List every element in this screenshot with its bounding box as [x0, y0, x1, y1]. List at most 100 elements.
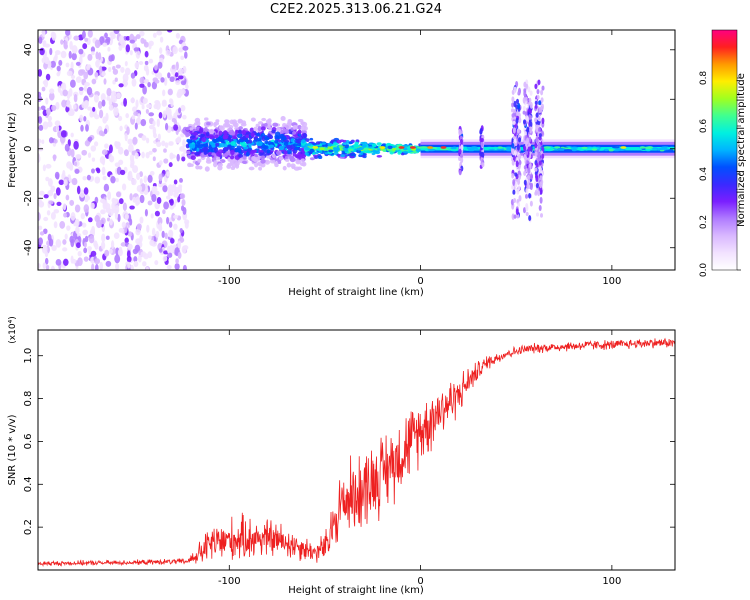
- spectral-cell: [208, 145, 213, 149]
- spectral-cell: [299, 162, 306, 167]
- spectral-cell: [185, 132, 190, 138]
- spectral-cell: [363, 147, 369, 151]
- spectral-cell: [74, 161, 78, 167]
- spectral-cell: [170, 238, 175, 244]
- spectral-cell: [300, 125, 306, 131]
- spectral-cell: [116, 141, 121, 148]
- spectral-cell: [62, 89, 68, 97]
- spectral-cell: [525, 211, 529, 217]
- spectral-cell: [114, 77, 118, 82]
- spectral-cell: [53, 192, 57, 200]
- spectral-cell: [168, 162, 173, 168]
- spectral-cell: [538, 107, 542, 114]
- spectral-cell: [170, 154, 176, 159]
- spectral-cell: [44, 257, 49, 265]
- spectral-cell: [38, 106, 42, 111]
- spectral-cell: [70, 148, 75, 158]
- snr-y-axis: 0.2 0.4 0.6 0.8 1.0: [23, 348, 675, 535]
- spectral-cell: [70, 79, 76, 88]
- spectral-cell: [280, 116, 286, 121]
- spectral-cell: [148, 112, 155, 117]
- spectral-cell: [124, 81, 129, 86]
- spectral-cell: [44, 43, 50, 48]
- spectral-cell: [137, 254, 142, 263]
- spectral-cell: [175, 258, 179, 264]
- spectral-cell: [149, 239, 155, 246]
- spectral-cell: [95, 51, 99, 60]
- spectral-cell: [246, 151, 250, 157]
- spectral-cell: [258, 166, 263, 171]
- spectral-cell: [103, 202, 108, 208]
- spectral-cell: [139, 76, 145, 84]
- spectral-cell: [103, 183, 110, 192]
- spectral-cell: [49, 47, 53, 56]
- spectral-cell: [172, 185, 177, 193]
- spectral-cell: [184, 51, 188, 59]
- y-tick-label: -20: [23, 190, 34, 206]
- y-tick-label: 0.8: [23, 391, 34, 407]
- spectral-cell: [512, 120, 516, 125]
- spectral-cell: [167, 113, 173, 120]
- spectral-cell: [535, 124, 539, 132]
- spectral-cell: [93, 94, 99, 103]
- spectral-cell: [104, 143, 109, 149]
- spectral-cell: [537, 79, 541, 86]
- spectrogram-panel: -100 0 100 -40 -20 0 20 40 Height of straight …: [7, 29, 676, 298]
- spectral-cell: [639, 146, 646, 149]
- spectral-cell: [38, 237, 43, 246]
- spectral-cell: [154, 64, 158, 71]
- spectral-cell: [523, 179, 527, 186]
- spectral-cell: [91, 168, 95, 174]
- spectral-cell: [48, 200, 54, 205]
- spectral-cell: [66, 98, 71, 108]
- spectral-cell: [158, 182, 163, 188]
- spectral-cell: [535, 182, 539, 189]
- x-tick-label: -100: [218, 276, 241, 287]
- spectral-cell: [172, 46, 178, 55]
- spectral-cell: [139, 171, 143, 178]
- spectral-cell: [387, 145, 393, 150]
- spectral-cell: [173, 214, 179, 219]
- spectral-cell: [516, 98, 519, 105]
- spectral-cell: [266, 149, 271, 154]
- spectral-cell: [208, 128, 215, 135]
- spectral-cell: [523, 145, 527, 152]
- spectral-cell: [216, 156, 221, 161]
- spectral-cell: [118, 83, 124, 88]
- spectral-cell: [146, 224, 150, 233]
- spectral-cell: [180, 104, 186, 112]
- spectral-cell: [112, 209, 119, 214]
- spectral-cell: [376, 155, 383, 158]
- snr-y-scale-label: (x10⁴): [8, 316, 18, 343]
- spectral-cell: [70, 255, 74, 264]
- spectral-cell: [151, 193, 157, 203]
- spectral-cell: [102, 42, 108, 47]
- spectral-cell: [528, 192, 532, 199]
- spectral-cell: [540, 97, 544, 103]
- snr-series-line: [38, 337, 675, 567]
- spectral-cell: [354, 141, 359, 146]
- spectral-cell: [99, 36, 105, 45]
- colorbar: 0.0 0.2 0.4 0.6 0.8 Normalized spectral ampl…: [699, 29, 747, 277]
- spectral-cell: [539, 196, 543, 204]
- spectral-cell: [235, 164, 240, 169]
- spectral-cell: [206, 122, 211, 126]
- spectral-cell: [284, 129, 290, 135]
- spectral-cell: [230, 141, 236, 146]
- spectral-cell: [535, 174, 538, 179]
- spectral-cell: [261, 117, 267, 122]
- spectral-cell: [139, 30, 145, 37]
- spectral-cell: [290, 138, 295, 143]
- spectral-cell: [120, 66, 125, 73]
- spectral-cell: [124, 237, 129, 244]
- spectral-cell: [147, 174, 153, 183]
- spectral-cell: [146, 104, 152, 109]
- spectral-cell: [77, 257, 83, 266]
- spectral-cell: [139, 216, 144, 224]
- spectral-cell: [99, 261, 104, 270]
- spectral-cell: [332, 142, 339, 146]
- spectral-cell: [143, 175, 148, 183]
- spectral-cell: [131, 115, 136, 120]
- spectral-cell: [297, 118, 304, 123]
- spectral-cell: [190, 155, 196, 161]
